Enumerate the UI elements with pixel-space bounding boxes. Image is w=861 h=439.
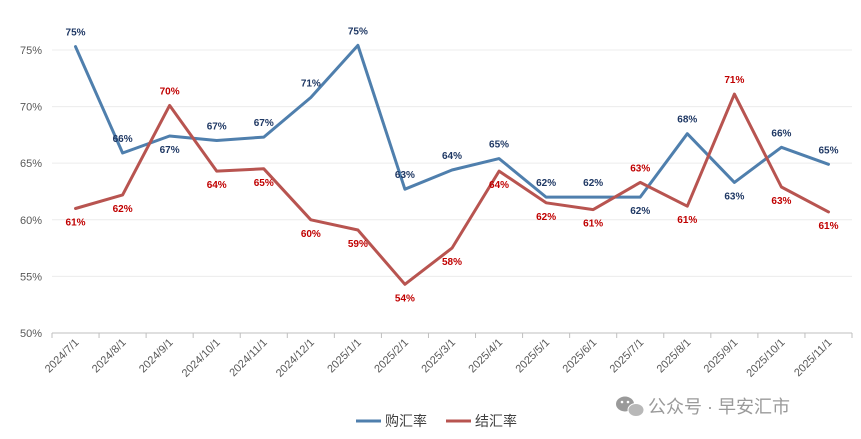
x-tick-label: 2025/2/1	[372, 337, 411, 376]
y-tick-label: 50%	[20, 328, 42, 340]
x-tick-label: 2024/7/1	[43, 337, 82, 376]
data-label: 62%	[536, 212, 556, 223]
data-label: 58%	[442, 257, 462, 268]
data-label: 66%	[771, 128, 791, 139]
data-label: 64%	[489, 180, 509, 191]
series-line-sell	[74, 92, 830, 286]
data-label: 61%	[66, 217, 86, 228]
x-tick-label: 2025/3/1	[419, 337, 458, 376]
data-labels: 75% 66% 67% 67% 67% 71% 75% 63% 64% 65% 62% 62% 62% 6…	[66, 26, 839, 304]
x-tick-label: 2025/5/1	[513, 337, 552, 376]
x-tick-label: 2024/11/1	[227, 337, 270, 380]
legend-label: 购汇率	[385, 413, 427, 429]
data-label: 66%	[113, 134, 133, 145]
data-label: 62%	[630, 206, 650, 217]
data-label: 54%	[395, 293, 415, 304]
x-tick-label: 2025/11/1	[792, 337, 835, 380]
y-tick-label: 60%	[20, 215, 42, 227]
data-label: 59%	[348, 239, 368, 250]
data-label: 62%	[583, 178, 603, 189]
data-label: 67%	[160, 145, 180, 156]
data-label: 63%	[395, 170, 415, 181]
data-label: 61%	[677, 215, 697, 226]
data-label: 67%	[207, 122, 227, 133]
x-axis	[51, 332, 853, 338]
data-label: 63%	[771, 196, 791, 207]
x-tick-label: 2025/9/1	[702, 337, 741, 376]
legend: 购汇率 结汇率	[356, 413, 517, 429]
data-label: 70%	[160, 86, 180, 97]
data-label: 75%	[66, 28, 86, 39]
x-tick-label: 2024/9/1	[137, 337, 176, 376]
data-label: 62%	[536, 178, 556, 189]
x-tick-label: 2025/4/1	[466, 337, 505, 376]
data-label: 63%	[724, 191, 744, 202]
y-tick-label: 70%	[20, 102, 42, 114]
data-label: 68%	[677, 115, 697, 126]
watermark-text: 公众号 · 早安汇市	[648, 397, 790, 417]
x-axis-tick-labels: 2024/7/1 2024/8/1 2024/9/1 2024/10/1 2024/11…	[43, 337, 835, 380]
data-label: 65%	[818, 145, 838, 156]
data-label: 61%	[583, 219, 603, 230]
data-label: 75%	[348, 26, 368, 37]
data-label: 65%	[254, 178, 274, 189]
x-tick-label: 2025/8/1	[655, 337, 694, 376]
series-line-buy	[74, 43, 830, 199]
x-tick-label: 2024/10/1	[180, 337, 223, 380]
y-axis-tick-labels: 50% 55% 60% 65% 70% 75%	[20, 45, 42, 340]
x-tick-label: 2025/6/1	[561, 337, 600, 376]
data-label: 60%	[301, 229, 321, 240]
wechat-icon	[616, 396, 645, 417]
data-label: 62%	[113, 204, 133, 215]
data-label: 63%	[630, 163, 650, 174]
data-label: 71%	[301, 79, 321, 90]
watermark: 公众号 · 早安汇市	[616, 396, 790, 417]
data-label: 64%	[442, 151, 462, 162]
legend-label: 结汇率	[475, 413, 517, 429]
data-label: 65%	[489, 140, 509, 151]
y-tick-label: 65%	[20, 158, 42, 170]
data-label: 71%	[724, 75, 744, 86]
x-tick-label: 2025/1/1	[325, 337, 364, 376]
y-tick-label: 55%	[20, 271, 42, 283]
x-tick-label: 2024/12/1	[274, 337, 317, 380]
x-tick-label: 2025/7/1	[608, 337, 647, 376]
data-label: 61%	[818, 221, 838, 232]
y-tick-label: 75%	[20, 45, 42, 57]
y-axis-gridlines	[52, 49, 852, 277]
x-tick-label: 2024/8/1	[90, 337, 129, 376]
data-label: 64%	[207, 180, 227, 191]
data-label: 67%	[254, 118, 274, 129]
x-tick-label: 2025/10/1	[744, 337, 787, 380]
series-lines	[74, 43, 830, 286]
